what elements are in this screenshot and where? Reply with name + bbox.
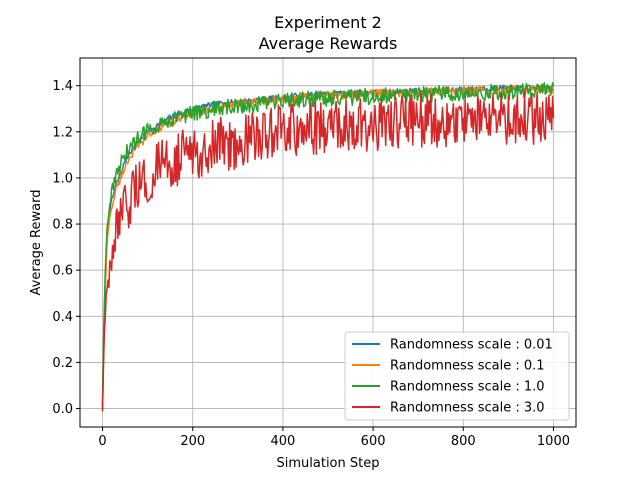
x-tick-label: 800 (451, 434, 476, 449)
x-tick-label: 1000 (537, 434, 570, 449)
legend: Randomness scale : 0.01 Randomness scale … (344, 331, 570, 421)
x-tick-label: 600 (361, 434, 386, 449)
legend-label-3: Randomness scale : 1.0 (390, 380, 545, 395)
chart-title: Experiment 2 (274, 13, 382, 32)
y-tick-label: 0.2 (52, 356, 73, 371)
y-tick-label: 1.4 (52, 79, 73, 94)
series-line-4 (101, 90, 555, 412)
legend-label-4: Randomness scale : 3.0 (390, 401, 545, 416)
y-tick-label: 1.2 (52, 125, 73, 140)
y-tick-label: 0.0 (52, 402, 73, 417)
x-tick-label: 200 (180, 434, 205, 449)
y-axis-label: Average Reward (29, 190, 44, 296)
x-axis-label: Simulation Step (277, 456, 380, 471)
chart-subtitle: Average Rewards (259, 34, 398, 53)
x-axis-ticks: 0 200 400 600 800 1000 (98, 427, 570, 449)
series-line-2 (101, 84, 554, 412)
y-tick-label: 0.4 (52, 310, 73, 325)
y-tick-label: 0.6 (52, 264, 73, 279)
x-tick-label: 400 (270, 434, 295, 449)
plot-frame (79, 57, 577, 428)
legend-box (344, 331, 570, 421)
y-tick-label: 1.0 (52, 171, 73, 186)
legend-label-2: Randomness scale : 0.1 (390, 359, 545, 374)
series-line-3 (101, 82, 555, 406)
y-tick-label: 0.8 (52, 218, 73, 233)
series-layer (101, 82, 555, 412)
x-tick-label: 0 (98, 434, 106, 449)
legend-label-1: Randomness scale : 0.01 (390, 338, 553, 353)
y-axis-ticks: 0.0 0.2 0.4 0.6 0.8 1.0 1.2 1.4 (52, 79, 80, 417)
